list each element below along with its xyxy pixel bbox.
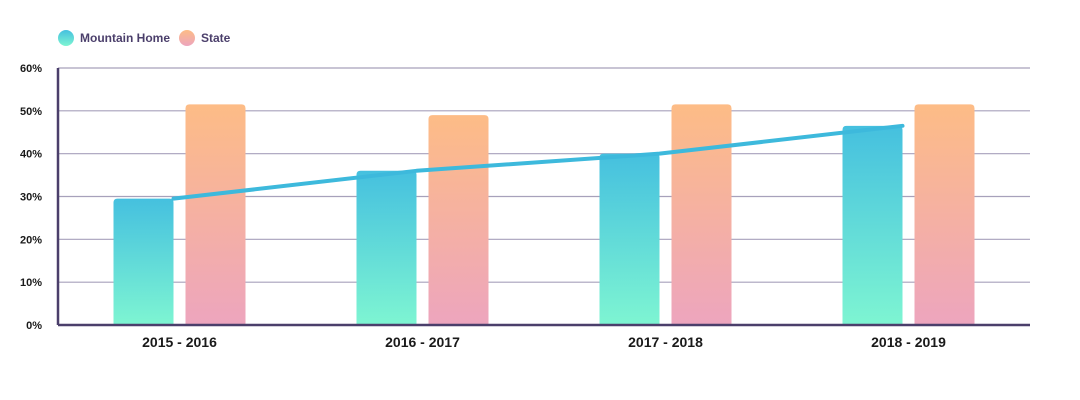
bar-mountain-home bbox=[842, 125, 903, 325]
legend-item-state[interactable]: State bbox=[179, 30, 231, 46]
legend-swatch-mountain-home bbox=[58, 30, 74, 46]
bars bbox=[113, 104, 975, 326]
bar-mountain-home bbox=[113, 198, 174, 325]
x-tick-label: 2017 - 2018 bbox=[628, 334, 703, 350]
legend-swatch-state bbox=[179, 30, 195, 46]
legend: Mountain Home State bbox=[58, 30, 231, 46]
legend-label-mountain-home: Mountain Home bbox=[80, 31, 170, 45]
y-tick-label: 50% bbox=[20, 106, 42, 118]
bar-mountain-home bbox=[356, 170, 417, 325]
y-tick-label: 40% bbox=[20, 149, 42, 161]
y-tick-label: 60% bbox=[20, 63, 42, 75]
bar-state bbox=[428, 115, 489, 325]
y-tick-label: 30% bbox=[20, 192, 42, 204]
y-tick-label: 10% bbox=[20, 277, 42, 289]
bar-mountain-home bbox=[599, 153, 660, 325]
legend-item-mountain-home[interactable]: Mountain Home bbox=[58, 30, 170, 46]
bar-state bbox=[185, 104, 246, 326]
x-tick-label: 2018 - 2019 bbox=[871, 334, 946, 350]
trend-line bbox=[171, 123, 905, 201]
y-tick-label: 20% bbox=[20, 234, 42, 246]
y-tick-label: 0% bbox=[26, 320, 42, 332]
bar-state bbox=[671, 104, 732, 326]
y-axis-ticks: 0% 10% 20% 30% 40% 50% 60% bbox=[20, 63, 42, 332]
legend-label-state: State bbox=[201, 31, 231, 45]
x-tick-label: 2015 - 2016 bbox=[142, 334, 217, 350]
axes bbox=[56, 68, 1030, 327]
x-tick-label: 2016 - 2017 bbox=[385, 334, 460, 350]
x-axis-ticks: 2015 - 2016 2016 - 2017 2017 - 2018 2018 - … bbox=[142, 334, 946, 350]
trend-line-group bbox=[171, 123, 905, 201]
bar-state bbox=[914, 104, 975, 326]
